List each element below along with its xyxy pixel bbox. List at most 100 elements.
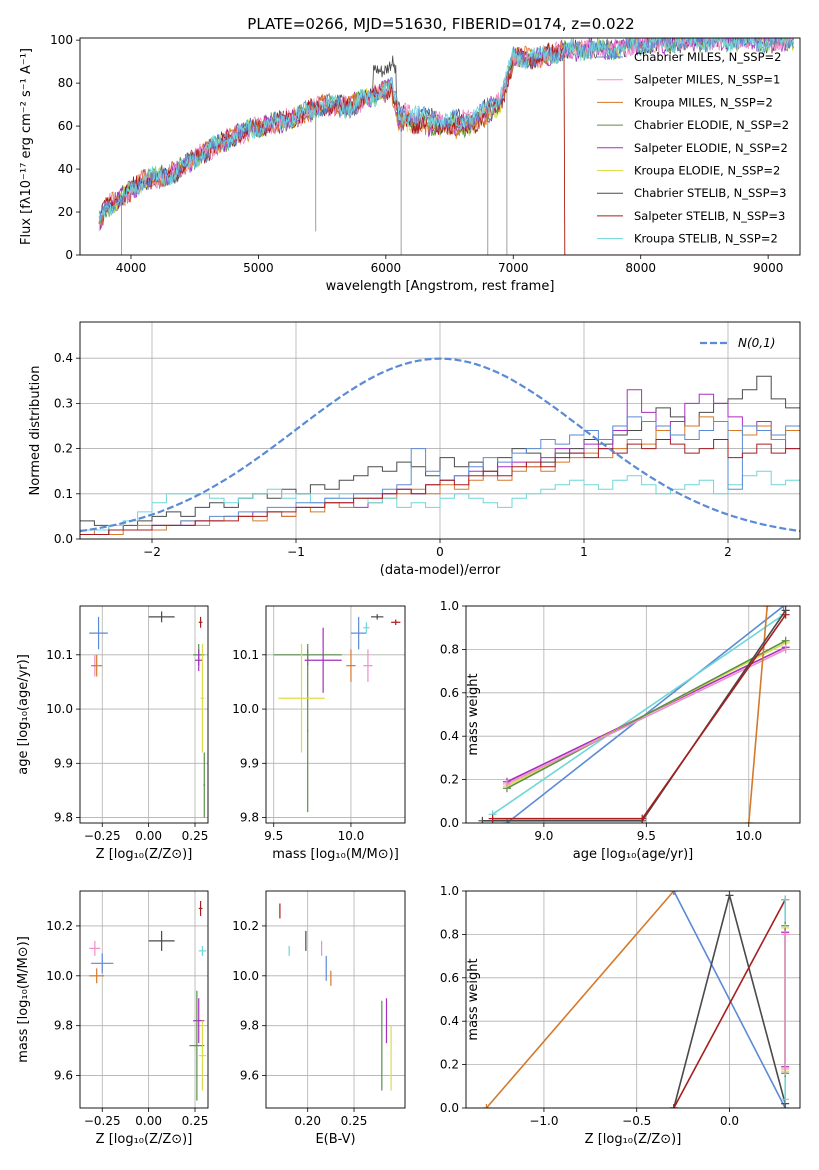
- figure-title: PLATE=0266, MJD=51630, FIBERID=0174, z=0…: [247, 15, 634, 33]
- weight-marker: [781, 1064, 790, 1073]
- weight-marker: [763, 606, 772, 610]
- y-tick-label: 0.2: [440, 1058, 459, 1072]
- plot-area: [98, 38, 794, 255]
- plot-area: [80, 357, 800, 535]
- legend-entry: Kroupa ELODIE, N_SSP=2: [634, 164, 780, 178]
- axes-frame: [79, 890, 209, 1109]
- panel-2: −2 −1 0 1 2 0.0 0.1 0.2 0.3 0.4 (data-model)/error…: [28, 321, 801, 578]
- x-tick-label: 0.00: [135, 829, 162, 843]
- weight-marker: [502, 779, 511, 788]
- weight-marker: [725, 891, 734, 900]
- panel-8: −1.0 −0.5 0.0 0.0 0.2 0.4 0.6 0.8 1.0 Z [log₁₀(Z/…: [440, 884, 801, 1147]
- weight-marker: [638, 814, 647, 823]
- weight-marker: [781, 636, 790, 645]
- y-tick-label: 40: [58, 162, 73, 176]
- y-tick-label: 0.3: [54, 396, 73, 410]
- y-tick-label: 0.2: [54, 442, 73, 456]
- y-axis-label: mass [log₁₀(M/M⊙)]: [16, 936, 31, 1063]
- hist-step-kroupa_stelib: [80, 470, 800, 531]
- weight-line-chabrier_elodie: [506, 639, 787, 790]
- x-tick-label: −2: [143, 545, 161, 559]
- weight-line-kroupa_miles: [485, 891, 675, 1108]
- y-tick-label: 0.8: [440, 927, 459, 941]
- y-tick-label: 0.4: [440, 729, 459, 743]
- axes-frame: [79, 37, 801, 256]
- y-tick-label: 0.2: [440, 773, 459, 787]
- y-axis-label: mass weight: [466, 958, 481, 1040]
- axes-frame: [265, 605, 406, 824]
- panel-1: 4000 5000 6000 7000 8000 9000 0 20 40 60 80 100 wave…: [19, 33, 801, 294]
- x-tick-label: −0.25: [84, 1114, 121, 1128]
- y-tick-label: 60: [58, 119, 73, 133]
- x-tick-label: 2: [724, 545, 732, 559]
- weight-line-salpeter_stelib: [673, 899, 786, 1108]
- x-tick-label: 0.25: [182, 1114, 209, 1128]
- weight-line-chabrier_miles: [673, 891, 786, 1108]
- legend-entry: N(0,1): [738, 336, 775, 350]
- x-tick-label: −0.5: [622, 1114, 651, 1128]
- y-tick-label: 0.0: [440, 816, 459, 830]
- y-tick-label: 10.1: [232, 648, 259, 662]
- weight-marker: [779, 606, 788, 610]
- weight-marker: [781, 610, 790, 619]
- legend: Chabrier MILES, N_SSP=2 Salpeter MILES, N…: [597, 50, 789, 246]
- x-axis-label: Z [log₁₀(Z/Z⊙)]: [96, 847, 193, 862]
- x-tick-label: −1.0: [529, 1114, 558, 1128]
- x-axis-label: wavelength [Angstrom, rest frame]: [326, 279, 555, 294]
- x-axis-label: mass [log₁₀(M/M⊙)]: [272, 847, 399, 862]
- legend-entry: Salpeter STELIB, N_SSP=3: [634, 209, 785, 223]
- y-tick-label: 0.6: [440, 971, 459, 985]
- y-tick-label: 9.8: [240, 811, 259, 825]
- y-tick-label: 0.4: [440, 1014, 459, 1028]
- spectrum-line-salpeter_stelib: [98, 42, 794, 255]
- y-tick-label: 1.0: [440, 884, 459, 898]
- y-tick-label: 10.1: [46, 648, 73, 662]
- legend-entry: Kroupa STELIB, N_SSP=2: [634, 232, 778, 246]
- y-tick-label: 9.9: [54, 756, 73, 770]
- x-tick-label: −1: [287, 545, 305, 559]
- plot-area: [478, 606, 790, 823]
- x-tick-label: 0: [436, 545, 444, 559]
- panel-7: 0.20 0.25 9.6 9.8 10.0 10.2 E(B-V): [232, 890, 406, 1147]
- weight-marker: [781, 895, 790, 904]
- x-tick-label: 5000: [243, 261, 274, 275]
- y-tick-label: 0.8: [440, 642, 459, 656]
- x-tick-label: 4000: [116, 261, 147, 275]
- legend-entry: Chabrier MILES, N_SSP=2: [634, 50, 781, 64]
- x-tick-label: 6000: [371, 261, 402, 275]
- y-tick-label: 10.2: [232, 919, 259, 933]
- y-tick-label: 10.2: [46, 919, 73, 933]
- x-axis-label: (data-model)/error: [380, 563, 501, 578]
- x-tick-label: 9.0: [534, 829, 553, 843]
- weight-line-salpeter_miles: [506, 648, 787, 785]
- y-tick-label: 9.9: [240, 756, 259, 770]
- legend-entry: Chabrier STELIB, N_SSP=3: [634, 186, 786, 200]
- x-tick-label: 0.25: [341, 1114, 368, 1128]
- y-tick-label: 10.0: [46, 702, 73, 716]
- y-tick-label: 9.8: [54, 1019, 73, 1033]
- axes-frame: [465, 605, 801, 824]
- axes-frame: [79, 605, 209, 824]
- x-tick-label: 0.00: [135, 1114, 162, 1128]
- y-tick-label: 9.8: [240, 1019, 259, 1033]
- y-tick-label: 20: [58, 205, 73, 219]
- y-tick-label: 10.0: [46, 969, 73, 983]
- axes-frame: [265, 890, 406, 1109]
- x-tick-label: 9.5: [637, 829, 656, 843]
- x-tick-label: 0.25: [182, 829, 209, 843]
- y-tick-label: 10.0: [232, 702, 259, 716]
- hist-step-chabrier_miles: [80, 416, 800, 535]
- gaussian-curve: [80, 357, 800, 533]
- plot-area: [279, 903, 392, 1091]
- y-tick-label: 100: [50, 33, 73, 47]
- weight-line-kroupa_stelib: [492, 614, 785, 815]
- x-tick-label: 0.20: [294, 1114, 321, 1128]
- x-tick-label: 0.0: [720, 1114, 739, 1128]
- legend-entry: Chabrier ELODIE, N_SSP=2: [634, 118, 789, 132]
- x-tick-label: 7000: [498, 261, 529, 275]
- legend-entry: Salpeter MILES, N_SSP=1: [634, 73, 780, 87]
- x-tick-label: −0.25: [84, 829, 121, 843]
- y-tick-label: 0.0: [440, 1101, 459, 1115]
- x-tick-label: 9000: [753, 261, 784, 275]
